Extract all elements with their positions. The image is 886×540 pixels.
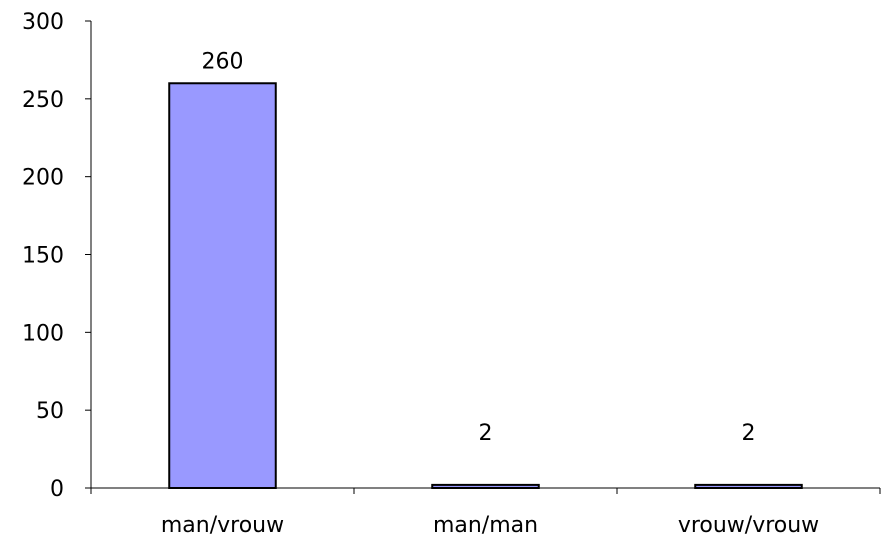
y-axis: 0 50 100 150 200 250 300 [22, 10, 92, 502]
data-label: 2 [479, 421, 493, 446]
y-tick-label: 200 [22, 166, 64, 191]
y-tick-label: 50 [36, 399, 64, 424]
y-tick-label: 300 [22, 10, 64, 35]
bar-vrouw-vrouw [694, 483, 803, 489]
y-tick-label: 0 [50, 477, 64, 502]
data-label: 260 [202, 49, 244, 74]
data-labels: 260 2 2 [202, 49, 756, 446]
bar-man-man [431, 483, 540, 489]
category-label: man/man [433, 513, 538, 538]
data-label: 2 [742, 421, 756, 446]
bar-man-vrouw [168, 82, 277, 490]
y-tick-label: 250 [22, 88, 64, 113]
y-tick-label: 150 [22, 244, 64, 269]
category-label: vrouw/vrouw [678, 513, 819, 538]
y-tick-label: 100 [22, 321, 64, 346]
category-label: man/vrouw [161, 513, 284, 538]
bars [168, 82, 803, 490]
category-labels: man/vrouw man/man vrouw/vrouw [161, 513, 819, 538]
